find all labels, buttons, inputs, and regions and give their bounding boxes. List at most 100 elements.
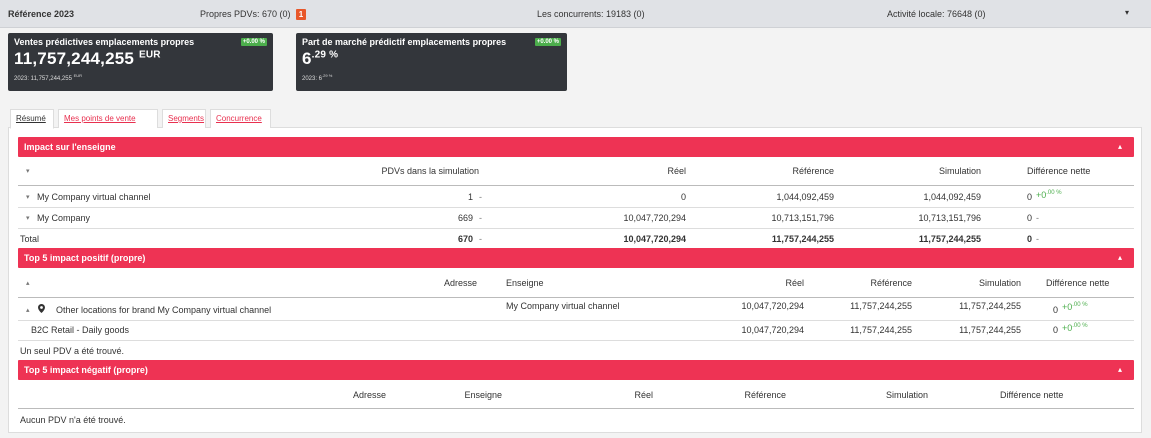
row-diff-delta: +0.00 % — [1036, 190, 1062, 200]
kpi-previous: 2023: 6.29 % — [302, 73, 333, 82]
total-simulation: 11,757,244,255 — [918, 234, 981, 244]
reference-title: Référence 2023 — [8, 9, 75, 19]
row-diff: 0 — [1027, 213, 1033, 223]
col-header-diff[interactable]: Différence nette — [1000, 390, 1064, 400]
competitors-count: Les concurrents: 19183 (0) — [537, 9, 645, 19]
col-header-simulation[interactable]: Simulation — [885, 390, 928, 400]
row-diff-delta: +0.00 % — [1062, 302, 1088, 312]
row-reel: 10,047,720,294 — [623, 213, 686, 223]
col-header-reference[interactable]: Référence — [792, 166, 834, 176]
row-diff-delta: +0.00 % — [1062, 323, 1088, 333]
content-panel — [8, 127, 1142, 433]
section-title: Top 5 impact négatif (propre) — [24, 365, 148, 375]
row-pdvs: 1 — [467, 192, 473, 202]
header-divider — [18, 408, 1134, 409]
row-simulation: 1,044,092,459 — [923, 192, 981, 202]
row-diff: 0 — [1053, 325, 1059, 335]
location-pin-icon — [38, 303, 45, 314]
row-reel: 10,047,720,294 — [741, 301, 804, 311]
section-title: Top 5 impact positif (propre) — [24, 253, 146, 263]
caret-down-icon[interactable]: ▾ — [26, 215, 30, 222]
caret-down-icon[interactable]: ▾ — [26, 194, 30, 201]
row-divider — [18, 340, 1134, 341]
row-diff-delta: - — [1036, 213, 1039, 223]
col-header-enseigne[interactable]: Enseigne — [464, 390, 502, 400]
row-pdvs: 669 — [457, 213, 473, 223]
row-name[interactable]: My Company virtual channel — [37, 192, 151, 202]
kpi-title: Part de marché prédictif emplacements pr… — [302, 37, 507, 47]
row-diff: 0 — [1027, 192, 1033, 202]
row-name[interactable]: Other locations for brand My Company vir… — [56, 305, 272, 315]
row-pdvs-delta: - — [479, 192, 482, 202]
kpi-change-badge: +0.00 % — [240, 38, 267, 46]
section-title: Impact sur l'enseigne — [24, 142, 116, 152]
own-pdvs-badge[interactable]: 1 — [296, 9, 306, 20]
tab-resume[interactable]: Résumé — [10, 109, 54, 129]
col-header-diff[interactable]: Différence nette — [1027, 166, 1091, 176]
row-reference: 10,713,151,796 — [771, 213, 834, 223]
col-header-enseigne[interactable]: Enseigne — [506, 278, 544, 288]
row-reel: 10,047,720,294 — [741, 325, 804, 335]
row-simulation: 10,713,151,796 — [918, 213, 981, 223]
col-header-adresse[interactable]: Adresse — [443, 278, 477, 288]
col-header-reference[interactable]: Référence — [744, 390, 786, 400]
total-diff: 0 — [1027, 234, 1033, 244]
kpi-value: 6.29 % — [302, 49, 339, 68]
chevron-up-icon[interactable]: ▴ — [1117, 253, 1122, 262]
kpi-card-market-share: Part de marché prédictif emplacements pr… — [296, 33, 567, 91]
chevron-up-icon[interactable]: ▴ — [1117, 365, 1122, 374]
col-header-reel[interactable]: Réel — [785, 278, 804, 288]
negative-section-header[interactable]: Top 5 impact négatif (propre) ▴ — [18, 360, 1134, 380]
local-activity-count: Activité locale: 76648 (0) — [887, 9, 986, 19]
total-pdvs: 670 — [457, 234, 473, 244]
chevron-down-icon[interactable]: ▾ — [1124, 8, 1129, 17]
row-name[interactable]: My Company — [37, 213, 91, 223]
row-simulation: 11,757,244,255 — [959, 301, 1021, 311]
tab-concurrence[interactable]: Concurrence — [210, 109, 271, 128]
kpi-value: 11,757,244,255 EUR — [14, 49, 161, 68]
col-header-adresse[interactable]: Adresse — [352, 390, 386, 400]
total-pdvs-delta: - — [479, 234, 482, 244]
row-reference: 1,044,092,459 — [776, 192, 834, 202]
header-divider — [18, 297, 1134, 298]
kpi-previous: 2023: 11,757,244,255 EUR — [14, 73, 83, 82]
col-header-reference[interactable]: Référence — [870, 278, 912, 288]
col-header-simulation[interactable]: Simulation — [938, 166, 981, 176]
own-pdvs-count: Propres PDVs: 670 (0) — [200, 9, 291, 19]
total-label: Total — [20, 234, 40, 244]
positive-section-header[interactable]: Top 5 impact positif (propre) ▴ — [18, 248, 1134, 268]
row-reference: 11,757,244,255 — [850, 325, 912, 335]
col-header-reel[interactable]: Réel — [667, 166, 686, 176]
row-enseigne: My Company virtual channel — [506, 301, 620, 311]
total-diff-delta: - — [1036, 234, 1039, 244]
tab-segments[interactable]: Segments — [162, 109, 206, 128]
total-reference: 11,757,244,255 — [771, 234, 834, 244]
tab-mes-points-de-vente[interactable]: Mes points de vente — [58, 109, 158, 128]
chevron-up-icon[interactable]: ▴ — [1117, 142, 1122, 151]
impact-section-header[interactable]: Impact sur l'enseigne ▴ — [18, 137, 1134, 157]
row-divider — [18, 320, 1134, 321]
positive-footer: Un seul PDV a été trouvé. — [20, 346, 125, 356]
kpi-card-sales: Ventes prédictives emplacements propres … — [8, 33, 273, 91]
col-header-pdvs[interactable]: PDVs dans la simulation — [381, 166, 479, 176]
row-divider — [18, 207, 1134, 208]
row-name: B2C Retail - Daily goods — [31, 325, 130, 335]
row-simulation: 11,757,244,255 — [959, 325, 1021, 335]
row-divider — [18, 228, 1134, 229]
kpi-title: Ventes prédictives emplacements propres — [14, 37, 195, 47]
kpi-change-badge: +0.00 % — [534, 38, 561, 46]
caret-up-icon[interactable]: ▴ — [26, 307, 30, 314]
caret-down-icon[interactable]: ▾ — [26, 168, 30, 175]
reference-bar[interactable]: Référence 2023 Propres PDVs: 670 (0) 1 L… — [0, 0, 1151, 28]
negative-footer: Aucun PDV n'a été trouvé. — [20, 415, 126, 425]
row-diff: 0 — [1053, 305, 1059, 315]
col-header-simulation[interactable]: Simulation — [978, 278, 1021, 288]
row-reel: 0 — [680, 192, 686, 202]
col-header-diff[interactable]: Différence nette — [1046, 278, 1110, 288]
row-pdvs-delta: - — [479, 213, 482, 223]
header-divider — [18, 185, 1134, 186]
caret-up-icon[interactable]: ▴ — [26, 280, 30, 287]
col-header-reel[interactable]: Réel — [634, 390, 653, 400]
total-reel: 10,047,720,294 — [623, 234, 686, 244]
row-reference: 11,757,244,255 — [850, 301, 912, 311]
